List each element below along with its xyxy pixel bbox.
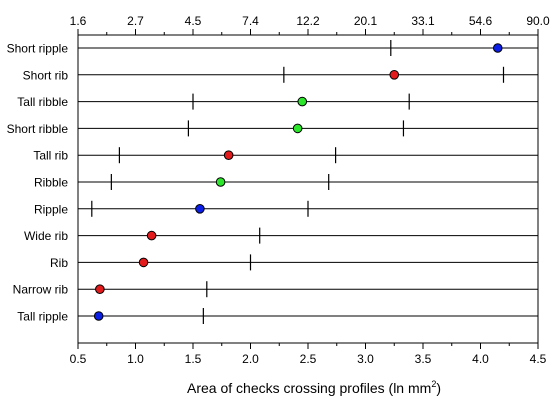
top-axis-tick-label: 54.6 <box>469 14 493 28</box>
x-axis-title: Area of checks crossing profiles (ln mm2… <box>187 379 441 396</box>
data-point <box>95 284 105 295</box>
data-point <box>195 204 205 214</box>
data-point <box>492 43 503 53</box>
bottom-axis-tick-label: 3.5 <box>415 352 432 366</box>
bottom-axis-tick-label: 2.0 <box>242 352 259 366</box>
bottom-axis-tick-label: 4.0 <box>472 352 489 366</box>
data-point <box>215 177 226 187</box>
bottom-axis-tick-label: 1.5 <box>185 352 202 366</box>
category-label: Rib <box>50 256 68 270</box>
category-label: Tall ripple <box>17 310 68 324</box>
category-label: Short rib <box>23 68 69 82</box>
bottom-axis-tick-label: 2.5 <box>300 352 317 366</box>
top-axis-ticks: 1.6 2.7 4.5 7.4 12.2 20.1 33.1 54.6 90.0 <box>70 14 550 35</box>
category-label: Tall rib <box>33 149 68 163</box>
bottom-axis-tick-label: 0.5 <box>70 352 87 366</box>
data-point <box>297 96 308 107</box>
axes <box>77 34 539 344</box>
x-axis-title-main: Area of checks crossing profiles (ln mm <box>187 380 431 396</box>
bottom-axis-tick-label: 1.0 <box>127 352 144 366</box>
top-axis-tick-label: 12.2 <box>296 14 320 28</box>
data-point <box>93 311 104 321</box>
top-axis-tick-label: 4.5 <box>185 14 202 28</box>
category-labels: Short ripple Short rib Tall ribble Short ri… <box>7 42 69 324</box>
data-point <box>223 150 234 160</box>
category-label: Wide rib <box>24 229 68 243</box>
x-axis-title-close: ) <box>436 380 441 396</box>
bottom-axis-tick-label: 3.0 <box>357 352 374 366</box>
category-label: Tall ribble <box>17 95 68 109</box>
category-label: Narrow rib <box>13 283 69 297</box>
data-point <box>138 257 149 268</box>
data-point <box>389 70 400 80</box>
top-axis-tick-label: 1.6 <box>70 14 87 28</box>
top-axis-tick-label: 7.4 <box>242 14 259 28</box>
bottom-axis-ticks: 0.5 1.0 1.5 2.0 2.5 3.0 3.5 4.0 4.5 <box>70 343 547 366</box>
category-label: Short ribble <box>7 122 69 136</box>
bottom-axis-tick-label: 4.5 <box>530 352 547 366</box>
top-axis-tick-label: 90.0 <box>526 14 550 28</box>
category-label: Ripple <box>34 202 68 216</box>
data-points <box>93 43 503 321</box>
interval-ticks <box>91 40 505 324</box>
x-axis-title-superscript: 2 <box>431 379 436 389</box>
top-axis-tick-label: 33.1 <box>411 14 435 28</box>
category-label: Ribble <box>34 176 68 190</box>
data-point <box>146 230 157 241</box>
top-axis-tick-label: 20.1 <box>354 14 378 28</box>
top-axis-tick-label: 2.7 <box>127 14 144 28</box>
data-point <box>292 123 303 134</box>
category-label: Short ripple <box>7 42 69 56</box>
row-lines <box>78 47 538 317</box>
